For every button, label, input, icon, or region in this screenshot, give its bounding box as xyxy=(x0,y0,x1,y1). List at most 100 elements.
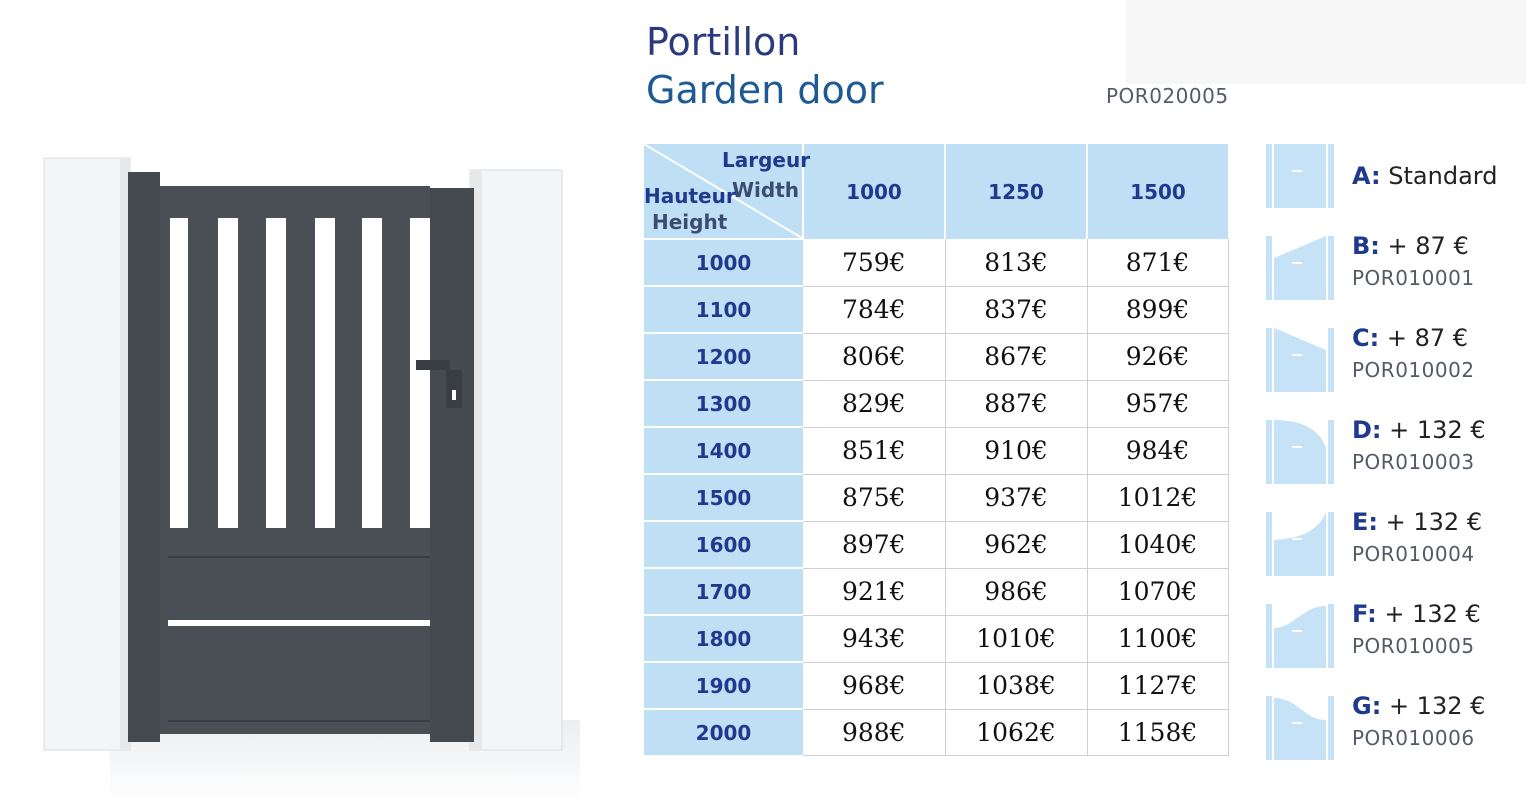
price-cell: 887€ xyxy=(945,380,1088,428)
option-reference: POR010005 xyxy=(1352,634,1475,658)
option-g: G: + 132 € POR010006 xyxy=(1264,692,1526,764)
table-row: 1700 921€ 986€ 1070€ xyxy=(644,567,1229,616)
option-label: E: + 132 € xyxy=(1352,508,1482,536)
table-row: 1200 806€ 867€ 926€ xyxy=(644,332,1229,381)
price-cell: 897€ xyxy=(803,521,946,569)
price-cell: 984€ xyxy=(1087,427,1229,475)
height-cell: 1500 xyxy=(644,473,803,521)
height-cell: 1600 xyxy=(644,520,803,568)
price-cell: 759€ xyxy=(803,239,946,287)
option-reference: POR010006 xyxy=(1352,726,1475,750)
hauteur-label: Hauteur xyxy=(644,184,736,208)
table-row: 1800 943€ 1010€ 1100€ xyxy=(644,614,1229,663)
width-header: 1250 xyxy=(944,144,1087,239)
s-curve-up-icon xyxy=(1266,604,1334,668)
price-cell: 1100€ xyxy=(1087,615,1229,663)
s-curve-down-icon xyxy=(1266,696,1334,760)
option-text: + 132 € xyxy=(1389,416,1486,444)
height-cell: 1300 xyxy=(644,379,803,427)
option-letter: D: xyxy=(1352,416,1382,444)
option-text: + 132 € xyxy=(1388,692,1486,720)
option-reference: POR010002 xyxy=(1352,358,1475,382)
convex-arc-icon xyxy=(1266,420,1334,484)
price-cell: 1127€ xyxy=(1087,662,1229,710)
height-cell: 1800 xyxy=(644,614,803,662)
title-english: Garden door xyxy=(646,68,884,112)
product-reference: POR020005 xyxy=(1106,84,1229,108)
rising-slope-icon xyxy=(1266,236,1334,300)
option-letter: E: xyxy=(1352,508,1378,536)
header-row: Largeur Width Hauteur Height 1000 1250 1… xyxy=(644,144,1228,239)
table-row: 1000 759€ 813€ 871€ xyxy=(644,238,1229,287)
table-row: 1400 851€ 910€ 984€ xyxy=(644,426,1229,475)
price-table: Largeur Width Hauteur Height 1000 1250 1… xyxy=(644,144,1229,756)
price-cell: 957€ xyxy=(1087,380,1229,428)
price-cell: 784€ xyxy=(803,286,946,334)
price-cell: 851€ xyxy=(803,427,946,475)
option-c: C: + 87 € POR010002 xyxy=(1264,324,1526,396)
price-cell: 1062€ xyxy=(945,709,1088,756)
garden-door-image xyxy=(43,157,580,804)
option-text: Standard xyxy=(1388,162,1498,190)
price-cell: 962€ xyxy=(945,521,1088,569)
price-cell: 1010€ xyxy=(945,615,1088,663)
option-reference: POR010001 xyxy=(1352,266,1475,290)
falling-slope-icon xyxy=(1266,328,1334,392)
option-letter: A: xyxy=(1352,162,1381,190)
option-label: D: + 132 € xyxy=(1352,416,1486,444)
option-letter: F: xyxy=(1352,600,1377,628)
height-cell: 1200 xyxy=(644,332,803,380)
option-label: F: + 132 € xyxy=(1352,600,1481,628)
option-b: B: + 87 € POR010001 xyxy=(1264,232,1526,304)
height-cell: 1000 xyxy=(644,238,803,286)
flat-top-icon xyxy=(1266,144,1334,208)
option-text: + 87 € xyxy=(1386,324,1469,352)
price-cell: 1158€ xyxy=(1087,709,1229,756)
price-cell: 986€ xyxy=(945,568,1088,616)
price-cell: 926€ xyxy=(1087,333,1229,381)
option-reference: POR010004 xyxy=(1352,542,1475,566)
height-cell: 1100 xyxy=(644,285,803,333)
width-label: Width xyxy=(732,178,800,202)
option-letter: B: xyxy=(1352,232,1380,260)
concave-arc-icon xyxy=(1266,512,1334,576)
option-text: + 87 € xyxy=(1387,232,1469,260)
price-cell: 871€ xyxy=(1087,239,1229,287)
price-cell: 1012€ xyxy=(1087,474,1229,522)
price-cell: 806€ xyxy=(803,333,946,381)
price-cell: 875€ xyxy=(803,474,946,522)
title-french: Portillon xyxy=(646,20,801,64)
option-text: + 132 € xyxy=(1385,508,1483,536)
corner-diagonal xyxy=(644,144,802,238)
option-letter: G: xyxy=(1352,692,1382,720)
price-cell: 910€ xyxy=(945,427,1088,475)
table-row: 1100 784€ 837€ 899€ xyxy=(644,285,1229,334)
table-row: 1500 875€ 937€ 1012€ xyxy=(644,473,1229,522)
option-label: C: + 87 € xyxy=(1352,324,1468,352)
price-cell: 1040€ xyxy=(1087,521,1229,569)
background-shade xyxy=(1126,0,1526,84)
table-row: 2000 988€ 1062€ 1158€ xyxy=(644,708,1229,756)
height-cell: 1400 xyxy=(644,426,803,474)
price-cell: 867€ xyxy=(945,333,1088,381)
price-cell: 899€ xyxy=(1087,286,1229,334)
price-cell: 829€ xyxy=(803,380,946,428)
option-label: G: + 132 € xyxy=(1352,692,1485,720)
width-header: 1000 xyxy=(802,144,945,239)
height-cell: 2000 xyxy=(644,708,803,755)
option-e: E: + 132 € POR010004 xyxy=(1264,508,1526,580)
width-header: 1500 xyxy=(1086,144,1228,239)
price-cell: 921€ xyxy=(803,568,946,616)
price-cell: 937€ xyxy=(945,474,1088,522)
price-cell: 968€ xyxy=(803,662,946,710)
table-row: 1900 968€ 1038€ 1127€ xyxy=(644,661,1229,710)
height-label: Height xyxy=(652,210,728,234)
table-row: 1300 829€ 887€ 957€ xyxy=(644,379,1229,428)
largeur-label: Largeur xyxy=(722,148,811,172)
price-cell: 813€ xyxy=(945,239,1088,287)
option-d: D: + 132 € POR010003 xyxy=(1264,416,1526,488)
price-cell: 837€ xyxy=(945,286,1088,334)
price-cell: 1070€ xyxy=(1087,568,1229,616)
height-cell: 1900 xyxy=(644,661,803,709)
table-corner-header: Largeur Width Hauteur Height xyxy=(644,144,810,239)
